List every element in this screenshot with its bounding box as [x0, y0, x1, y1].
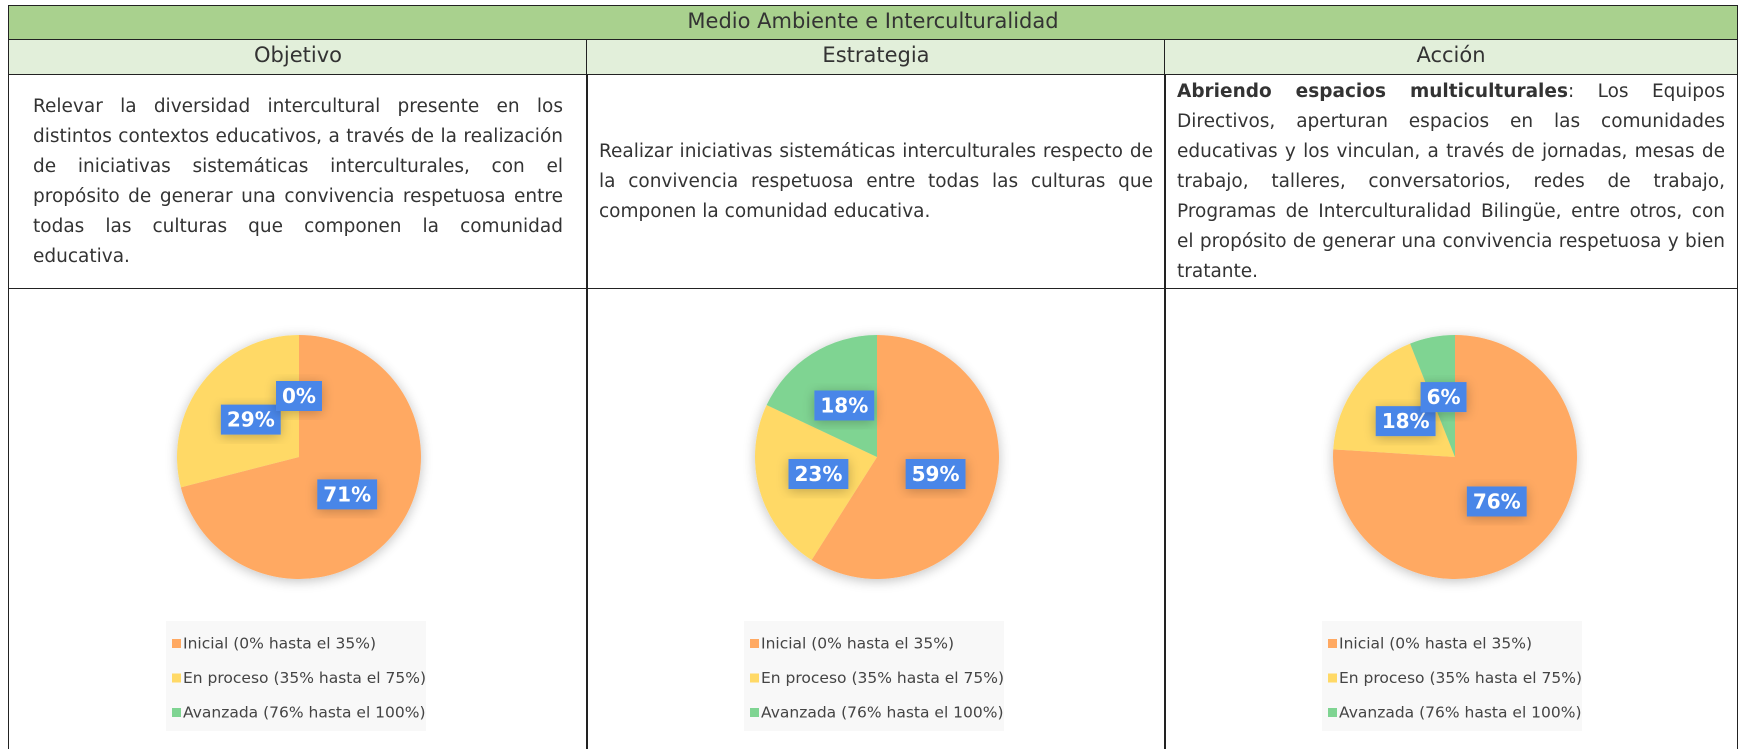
data-label-text: 18% — [1382, 409, 1430, 433]
data-label: 0% — [276, 381, 322, 411]
data-label: 71% — [317, 479, 378, 510]
data-label-box — [317, 479, 378, 510]
legend-swatch — [1328, 708, 1337, 717]
pie-slice — [811, 335, 1000, 579]
text-cell: Relevar la diversidad intercultural pres… — [8, 74, 588, 289]
legend-background — [744, 621, 1004, 731]
legend-label: En proceso (35% hasta el 75%) — [761, 669, 1004, 687]
legend-label: Inicial (0% hasta el 35%) — [1339, 635, 1532, 653]
action-body: : Los Equipos Directivos, aperturan espa… — [1177, 81, 1725, 282]
legend-background — [166, 621, 426, 731]
data-label-text: 0% — [282, 384, 316, 408]
text-cell: Realizar iniciativas sistemáticas interc… — [586, 74, 1166, 289]
data-label: 59% — [905, 459, 966, 490]
legend-swatch — [1328, 673, 1337, 683]
column-header: Objetivo — [8, 39, 588, 75]
data-label: 6% — [1420, 382, 1467, 413]
action-text: Abriendo espacios multiculturales: Los E… — [1177, 77, 1725, 287]
data-label-text: 29% — [227, 408, 275, 432]
legend-label: Avanzada (76% hasta el 100%) — [1339, 704, 1582, 722]
data-label-text: 18% — [820, 393, 868, 417]
pie-slice — [180, 335, 421, 579]
chart-cell: 59% 23% 18% Inicial (0% hasta el 35%) En pro… — [586, 288, 1166, 749]
pie-chart: 59% 23% 18% Inicial (0% hasta el 35%) En pro… — [744, 335, 1004, 731]
objective-text: Relevar la diversidad intercultural pres… — [33, 95, 563, 267]
data-label-text: 23% — [794, 462, 842, 486]
legend-swatch — [750, 639, 759, 648]
legend-background — [1322, 621, 1582, 731]
text-cell: Abriendo espacios multiculturales: Los E… — [1164, 74, 1738, 289]
data-label-text: 71% — [323, 482, 371, 506]
data-label-box — [276, 381, 322, 411]
data-label-text: 6% — [1427, 385, 1461, 409]
legend-swatch — [750, 708, 759, 717]
legend-label: Inicial (0% hasta el 35%) — [761, 635, 954, 653]
data-label-box — [1466, 486, 1527, 517]
chart-cell: 71% 29% 0% Inicial (0% hasta el 35%) En proc… — [8, 288, 588, 749]
legend-swatch — [172, 673, 181, 683]
strategy-text: Realizar iniciativas sistemáticas interc… — [599, 140, 1153, 222]
data-label-box — [814, 390, 875, 421]
legend-label: Avanzada (76% hasta el 100%) — [761, 704, 1004, 722]
column-header: Estrategia — [586, 39, 1166, 75]
pie — [755, 335, 1000, 579]
data-label: 76% — [1466, 486, 1527, 517]
pie-chart: 76% 18%6% Inicial (0% hasta el 35%) En proc… — [1322, 335, 1582, 731]
data-label-text: 76% — [1473, 489, 1521, 513]
legend-label: Avanzada (76% hasta el 100%) — [183, 704, 426, 722]
data-label: 29% — [220, 404, 281, 435]
legend-swatch — [172, 708, 181, 717]
chart-cell: 76% 18% 6% Inicial (0% hasta el 35%) En proc… — [1164, 288, 1738, 749]
legend-swatch — [1328, 639, 1337, 648]
legend-label: En proceso (35% hasta el 75%) — [183, 669, 426, 687]
action-title: Abriendo espacios multiculturales — [1177, 81, 1568, 102]
legend-label: En proceso (35% hasta el 75%) — [1339, 669, 1582, 687]
data-label-box — [905, 459, 966, 490]
column-header: Acción — [1164, 39, 1738, 75]
pie — [177, 335, 421, 579]
legend-swatch — [750, 673, 759, 683]
pie-chart: 71% 29% 0% Inicial (0% hasta el 35%) En proc… — [166, 335, 426, 731]
data-label-box — [220, 404, 281, 435]
data-label: 18% — [814, 390, 875, 421]
data-label-text: 59% — [912, 462, 960, 486]
table-title: Medio Ambiente e Interculturalidad — [8, 5, 1738, 40]
data-label-box — [1420, 382, 1467, 413]
pie — [1333, 335, 1577, 579]
legend-swatch — [172, 639, 181, 648]
data-label: 23% — [788, 459, 849, 490]
legend-label: Inicial (0% hasta el 35%) — [183, 635, 376, 653]
data-label-box — [788, 459, 849, 490]
